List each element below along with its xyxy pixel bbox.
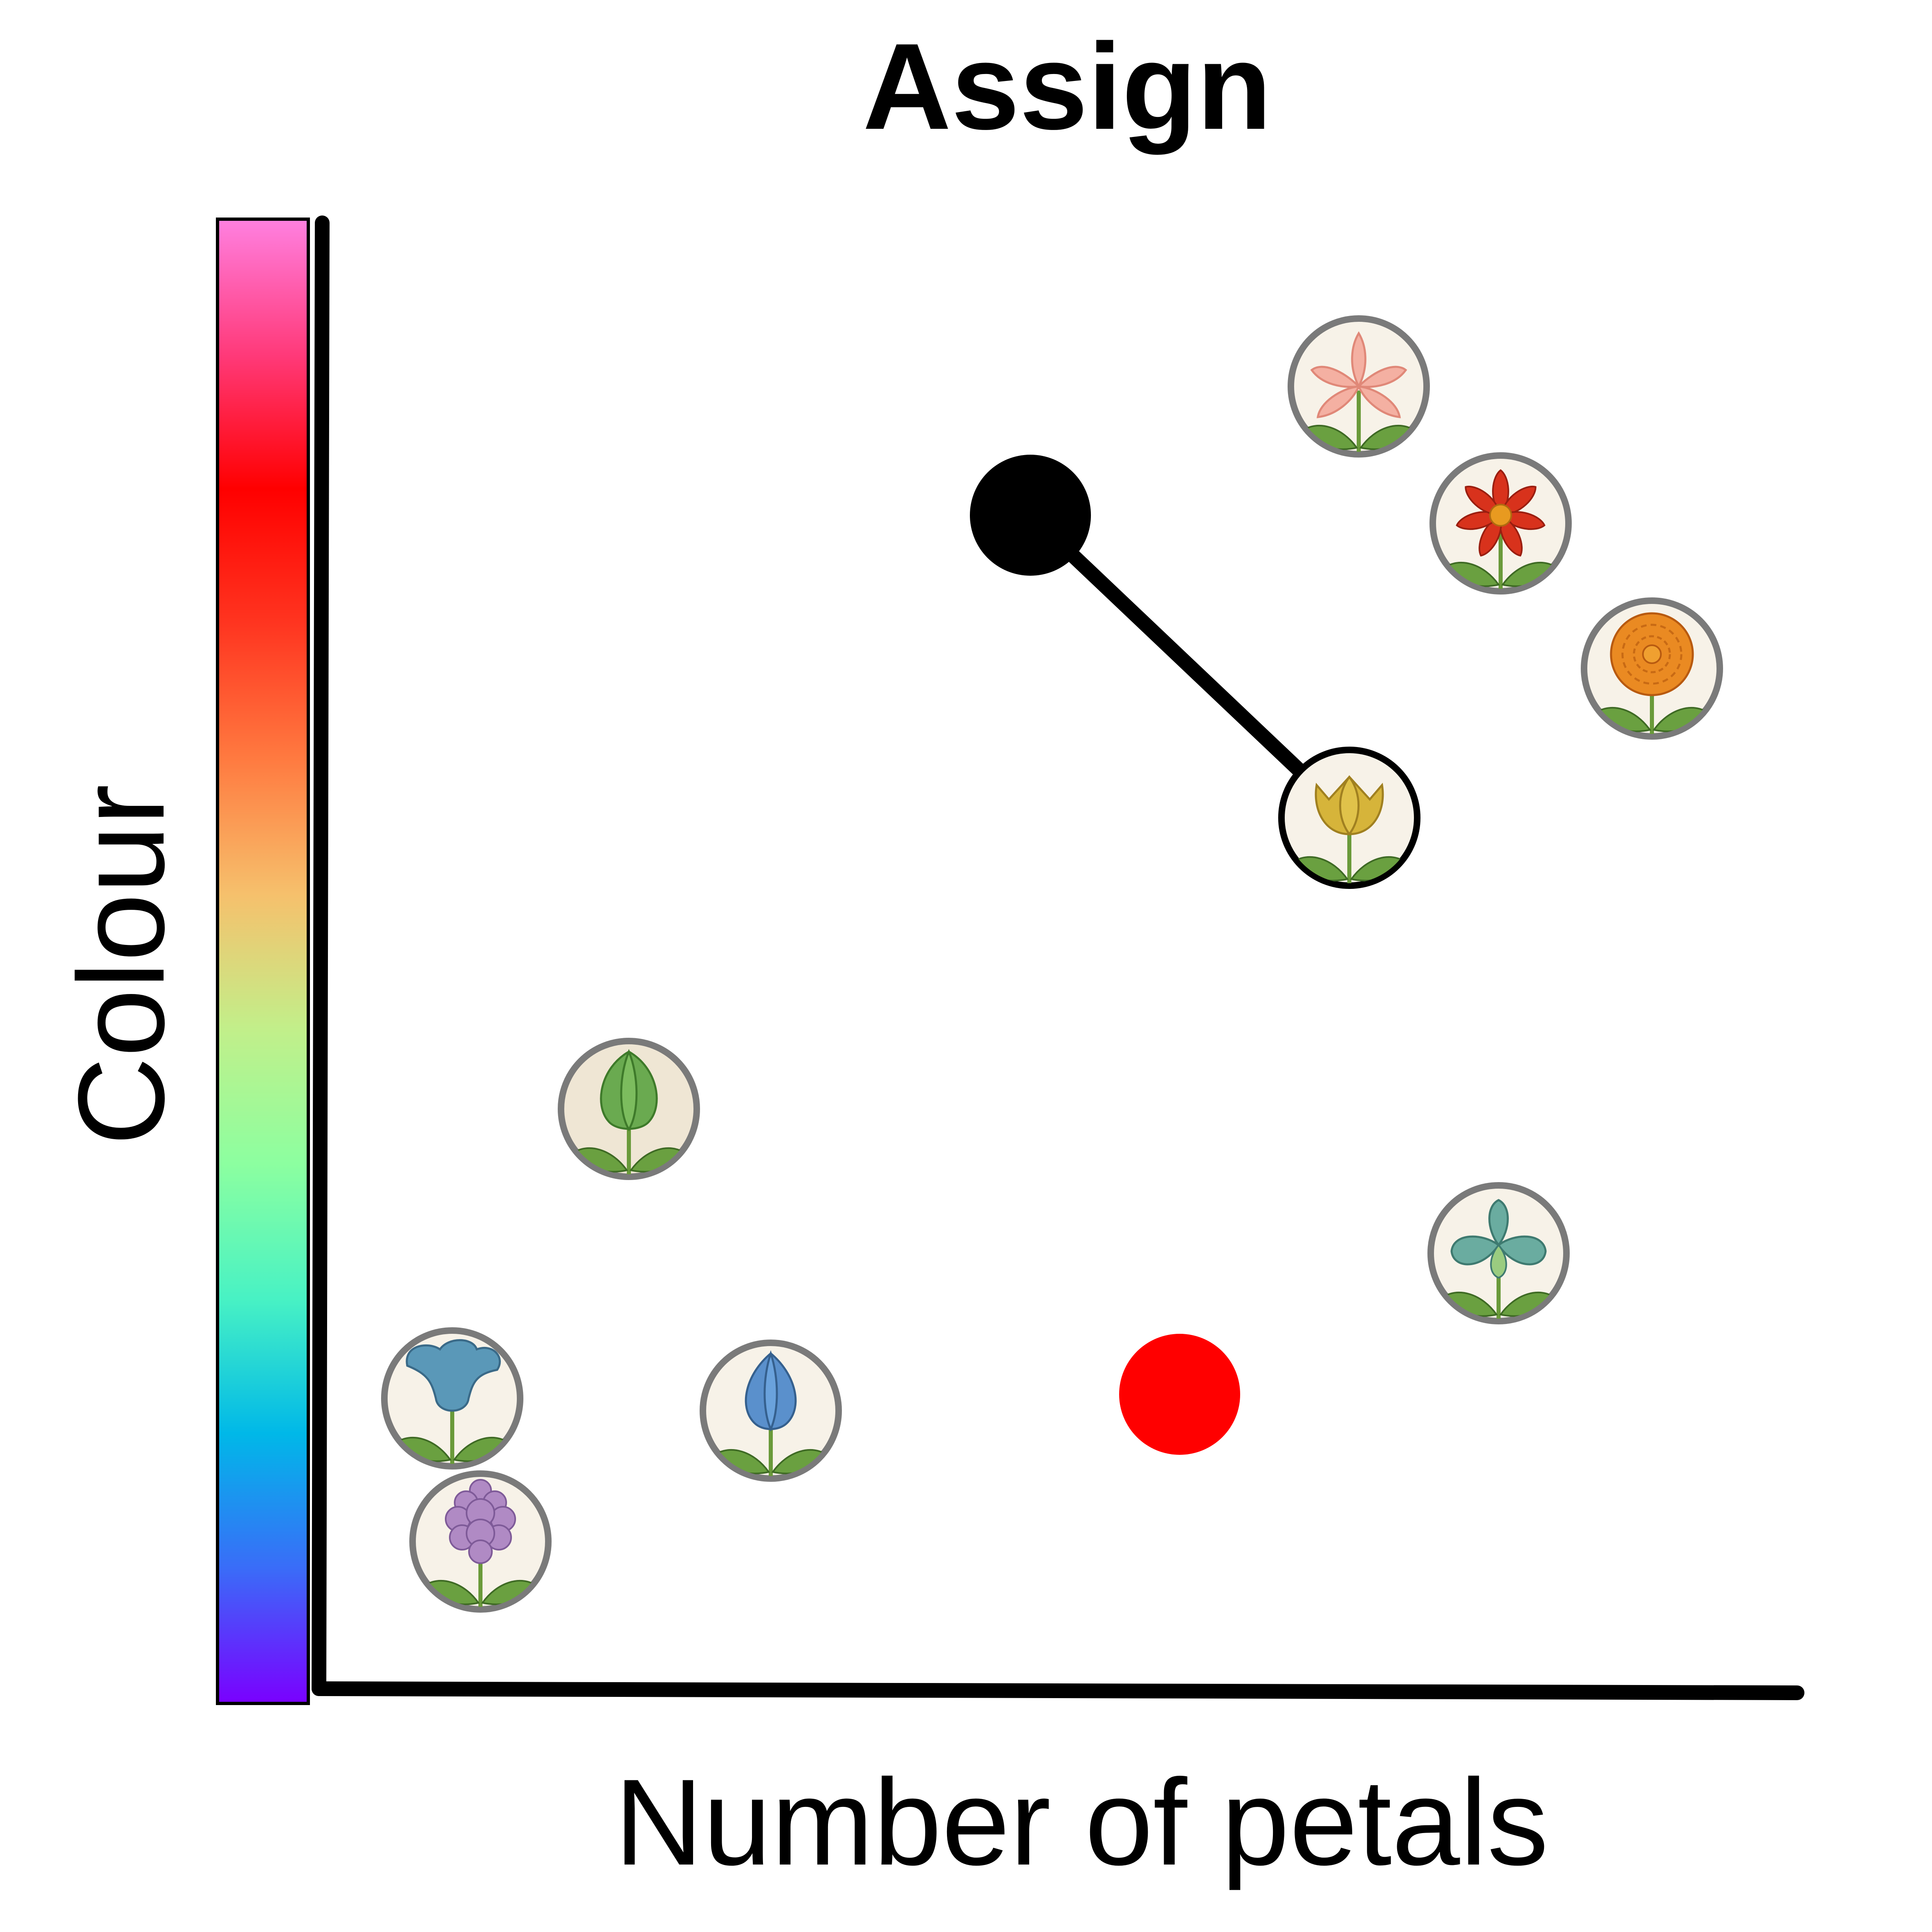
flower-marker-blue-crocus: [700, 1340, 842, 1482]
flower-marker-orange-daisy: [1581, 597, 1723, 740]
flower-marker-green-tulip: [558, 1038, 700, 1180]
blue-crocus-icon: [712, 1350, 829, 1476]
colour-colorbar: [216, 218, 310, 1705]
assignment-line: [1023, 508, 1357, 825]
red-flower-icon: [1442, 469, 1559, 589]
yellow-tulip-icon: [1291, 775, 1408, 883]
flower-marker-red-daisy: [1429, 452, 1572, 595]
orange-daisy-icon: [1593, 612, 1710, 734]
diagram-title: Assign: [863, 18, 1272, 156]
flower-marker-yellow-tulip: [1278, 747, 1420, 889]
flower-marker-blue-bell: [381, 1327, 523, 1470]
x-axis-line: [312, 1681, 1804, 1700]
y-axis-line: [312, 215, 330, 1696]
flowers-layer: [381, 315, 1723, 1613]
x-axis-label: Number of petals: [615, 1753, 1548, 1892]
y-axis-label: Colour: [52, 784, 190, 1146]
flower-marker-purple-lilac: [409, 1470, 552, 1613]
pink-lily-icon: [1300, 331, 1417, 452]
blue-bell-icon: [394, 1339, 511, 1464]
flower-marker-pink-lily: [1288, 315, 1430, 458]
green-tulip-icon: [570, 1049, 687, 1174]
flower-marker-teal-iris: [1427, 1182, 1570, 1324]
black-centroid: [970, 455, 1091, 576]
red-centroid: [1119, 1334, 1240, 1455]
teal-iris-icon: [1440, 1199, 1557, 1319]
